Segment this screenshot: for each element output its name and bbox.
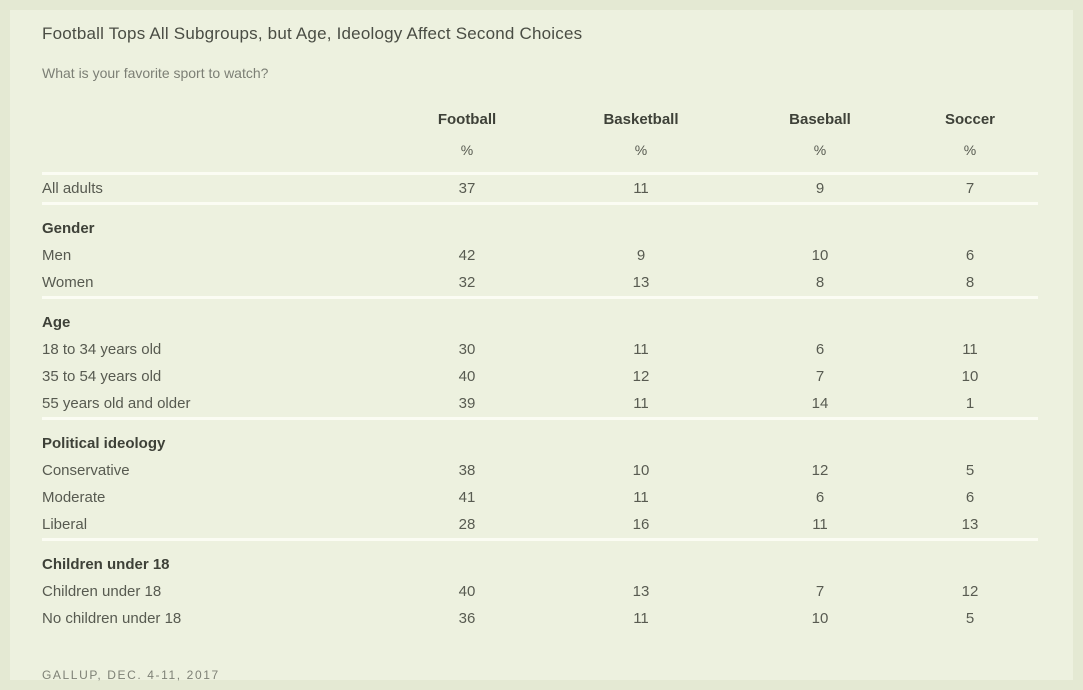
section-header-row: Political ideology [42, 419, 1038, 458]
table-row: Women 32 13 8 8 [42, 269, 1038, 298]
value-cell: 39 [458, 395, 476, 412]
row-label: Women [42, 274, 94, 291]
value-cell: 5 [965, 462, 975, 479]
page-title: Football Tops All Subgroups, but Age, Id… [42, 24, 583, 43]
value-cell: 11 [812, 516, 828, 533]
value-cell: 8 [965, 274, 975, 291]
value-cell: 11 [633, 610, 649, 627]
value-cell: 8 [815, 274, 825, 291]
value-cell: 11 [633, 341, 649, 358]
row-label: Conservative [42, 462, 130, 479]
row-label: All adults [42, 180, 103, 197]
value-cell: 11 [633, 180, 649, 197]
table-row: Liberal 28 16 11 13 [42, 511, 1038, 540]
report-card: Football Tops All Subgroups, but Age, Id… [10, 10, 1073, 682]
unit-cell-spacer [42, 138, 390, 174]
value-cell: 13 [632, 583, 650, 600]
section-header-label: Children under 18 [42, 556, 170, 573]
value-cell: 12 [961, 583, 979, 600]
row-label: 18 to 34 years old [42, 341, 162, 358]
unit-cell: % [813, 142, 827, 158]
table-row: 18 to 34 years old 30 11 6 11 [42, 336, 1038, 363]
section-header-label: Political ideology [42, 435, 166, 452]
value-cell: 41 [458, 489, 476, 506]
poll-results-table: Football Basketball Baseball Soccer % % … [42, 107, 1038, 632]
row-label: 55 years old and older [42, 395, 191, 412]
value-cell: 11 [962, 341, 978, 358]
column-header-football: Football [437, 111, 497, 128]
value-cell: 9 [636, 247, 646, 264]
row-label: Moderate [42, 489, 106, 506]
value-cell: 1 [965, 395, 975, 412]
value-cell: 10 [811, 247, 829, 264]
value-cell: 13 [961, 516, 979, 533]
survey-question: What is your favorite sport to watch? [42, 65, 269, 81]
value-cell: 30 [458, 341, 476, 358]
table-row: Conservative 38 10 12 5 [42, 457, 1038, 484]
value-cell: 10 [632, 462, 650, 479]
value-cell: 38 [458, 462, 476, 479]
value-cell: 32 [458, 274, 476, 291]
source-attribution: GALLUP, DEC. 4-11, 2017 [42, 668, 220, 682]
value-cell: 7 [965, 180, 975, 197]
value-cell: 9 [815, 180, 825, 197]
table-row: Moderate 41 11 6 6 [42, 484, 1038, 511]
unit-cell: % [963, 142, 977, 158]
value-cell: 6 [965, 489, 975, 506]
value-cell: 7 [815, 583, 825, 600]
section-header-label: Age [42, 314, 71, 331]
column-header-baseball: Baseball [789, 111, 851, 128]
value-cell: 12 [632, 368, 650, 385]
value-cell: 7 [815, 368, 825, 385]
value-cell: 10 [811, 610, 829, 627]
label-column-header [42, 107, 390, 138]
row-label: Liberal [42, 516, 88, 533]
value-cell: 28 [458, 516, 476, 533]
unit-row: % % % % [42, 138, 1038, 174]
section-header-row: Age [42, 298, 1038, 337]
section-header-row: Gender [42, 204, 1038, 243]
table-header: Football Basketball Baseball Soccer % % … [42, 107, 1038, 174]
table-section: Age 18 to 34 years old 30 11 6 11 35 to 54 yea… [42, 297, 1038, 419]
value-cell: 42 [458, 247, 476, 264]
value-cell: 40 [458, 583, 476, 600]
value-cell: 40 [458, 368, 476, 385]
row-label: Men [42, 247, 72, 264]
value-cell: 6 [815, 341, 825, 358]
column-header-soccer: Soccer [944, 111, 996, 128]
row-label: No children under 18 [42, 610, 182, 627]
table-section: Children under 18 Children under 18 40 13 7 1… [42, 539, 1038, 633]
section-header-label: Gender [42, 220, 95, 237]
value-cell: 12 [811, 462, 829, 479]
unit-cell: % [460, 142, 474, 158]
table-row: Children under 18 40 13 7 12 [42, 578, 1038, 605]
table-section: All adults 37 11 9 7 [42, 173, 1038, 204]
table-row: 35 to 54 years old 40 12 7 10 [42, 363, 1038, 390]
value-cell: 13 [632, 274, 650, 291]
section-header-row: Children under 18 [42, 540, 1038, 579]
value-cell: 6 [965, 247, 975, 264]
table-section: Political ideology Conservative 38 10 12 5 Mod… [42, 418, 1038, 540]
value-cell: 6 [815, 489, 825, 506]
row-label: 35 to 54 years old [42, 368, 162, 385]
table-row: Men 42 9 10 6 [42, 242, 1038, 269]
table-section: Gender Men 42 9 10 6 Women 32 13 8 8 [42, 203, 1038, 298]
value-cell: 10 [961, 368, 979, 385]
column-header-row: Football Basketball Baseball Soccer [42, 107, 1038, 138]
value-cell: 5 [965, 610, 975, 627]
unit-cell: % [634, 142, 648, 158]
value-cell: 14 [811, 395, 829, 412]
value-cell: 11 [633, 489, 649, 506]
table-row: All adults 37 11 9 7 [42, 174, 1038, 204]
value-cell: 11 [633, 395, 649, 412]
value-cell: 16 [632, 516, 650, 533]
table-row: 55 years old and older 39 11 14 1 [42, 390, 1038, 419]
row-label: Children under 18 [42, 583, 162, 600]
table-row: No children under 18 36 11 10 5 [42, 605, 1038, 632]
value-cell: 36 [458, 610, 476, 627]
value-cell: 37 [458, 180, 476, 197]
column-header-basketball: Basketball [603, 111, 679, 128]
